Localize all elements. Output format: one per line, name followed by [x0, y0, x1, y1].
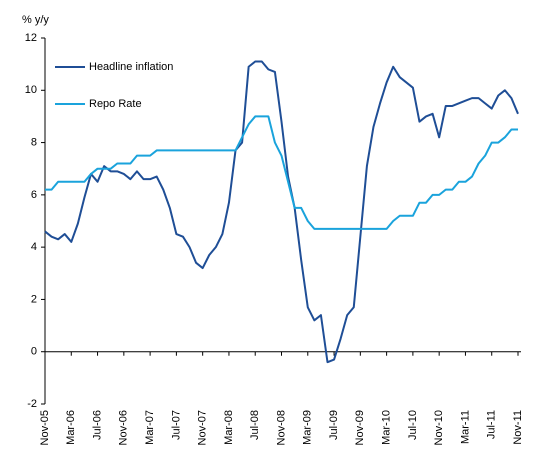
- x-tick-label: Mar-11: [459, 410, 471, 444]
- legend-label: Headline inflation: [89, 61, 173, 73]
- y-tick-label: 4: [31, 241, 37, 253]
- x-tick-label: Nov-06: [118, 410, 130, 445]
- y-tick-label: 0: [31, 346, 37, 358]
- x-tick-label: Mar-08: [223, 410, 235, 445]
- x-tick-label: Jul-07: [170, 410, 182, 440]
- x-tick-label: Jul-06: [91, 410, 103, 440]
- x-tick-label: Nov-05: [39, 410, 51, 445]
- x-tick-label: Jul-10: [407, 410, 419, 440]
- x-tick-label: Jul-11: [486, 410, 498, 439]
- y-axis-label: % y/y: [22, 14, 49, 26]
- x-tick-label: Mar-09: [302, 410, 314, 445]
- x-tick-label: Mar-06: [65, 410, 77, 445]
- y-tick-label: 8: [31, 136, 37, 148]
- x-tick-label: Nov-09: [354, 410, 366, 445]
- x-tick-label: Nov-10: [433, 410, 445, 445]
- x-tick-label: Jul-09: [328, 410, 340, 440]
- x-tick-label: Nov-11: [512, 410, 524, 445]
- y-tick-label: 12: [25, 32, 37, 44]
- x-tick-label: Mar-07: [144, 410, 156, 445]
- line-series: [44, 60, 519, 364]
- x-tick-label: Nov-08: [275, 410, 287, 445]
- legend-label: Repo Rate: [89, 98, 142, 110]
- y-tick-label: 2: [31, 293, 37, 305]
- y-tick-label: 10: [25, 84, 37, 96]
- x-tick-label: Nov-07: [197, 410, 209, 445]
- y-tick-label: 6: [31, 189, 37, 201]
- x-tick-label: Jul-08: [249, 410, 261, 440]
- x-tick-label: Mar-10: [381, 410, 393, 445]
- y-tick-label: -2: [27, 398, 37, 410]
- line-series: [45, 115, 518, 230]
